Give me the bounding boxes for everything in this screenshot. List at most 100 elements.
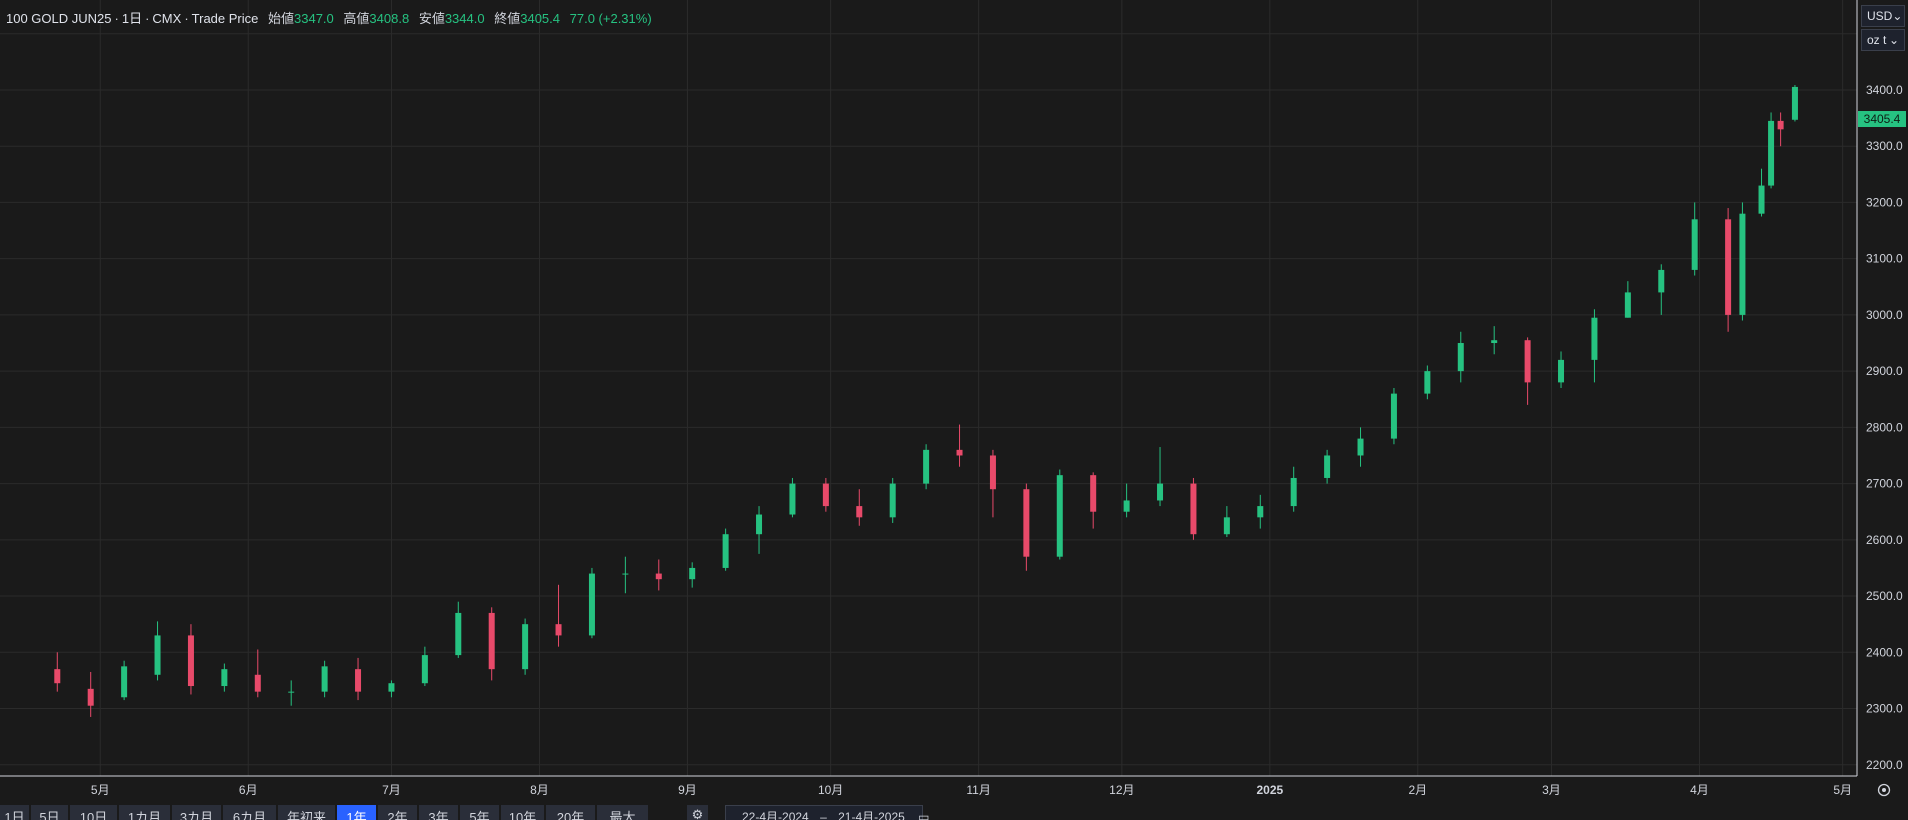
- range-button[interactable]: 5年: [460, 805, 500, 820]
- price-tick-label: 2900.0: [1866, 364, 1903, 378]
- range-button[interactable]: 1カ月: [119, 805, 171, 820]
- candle-body: [1624, 292, 1631, 318]
- settings-gear-icon[interactable]: [1877, 783, 1891, 797]
- candle-body: [1457, 343, 1464, 372]
- time-tick-label: 3月: [1542, 783, 1561, 797]
- calendar-icon: ▭: [918, 810, 930, 820]
- axes: [0, 0, 1858, 777]
- low-value: 3344.0: [444, 11, 485, 26]
- price-axis-labels: 2200.0 2300.0 2400.0 2500.0 2600.0 2700.0 2800…: [1866, 27, 1903, 772]
- range-button[interactable]: 年初来: [278, 805, 336, 820]
- candle-body: [1758, 185, 1765, 214]
- candle-body: [1739, 213, 1746, 315]
- range-button[interactable]: 5日: [31, 805, 69, 820]
- candle-body: [989, 455, 996, 490]
- candle-body: [221, 669, 228, 687]
- candle-body: [655, 573, 662, 580]
- chevron-down-icon: ⌄: [1892, 9, 1903, 23]
- gear-icon: ⚙: [691, 807, 704, 820]
- candle-body: [1524, 340, 1531, 383]
- date-to: 21-4月-2025: [838, 810, 905, 820]
- candle-body: [722, 534, 729, 568]
- settings-button[interactable]: ⚙: [687, 805, 709, 820]
- time-tick-label: 9月: [678, 783, 697, 797]
- candle-body: [1591, 317, 1598, 360]
- candle-body: [1768, 120, 1775, 186]
- exchange-label: CMX: [152, 11, 182, 26]
- candle-body: [822, 483, 829, 507]
- symbol-name: 100 GOLD JUN25: [6, 11, 112, 26]
- candle-body: [455, 612, 462, 656]
- date-range-field[interactable]: 22-4月-2024 – 21-4月-2025 ▭: [725, 805, 930, 820]
- gear-icon-ring[interactable]: [1877, 783, 1891, 797]
- time-tick-label: 10月: [818, 783, 843, 797]
- time-tick-label: 5月: [91, 783, 110, 797]
- time-tick-label: 8月: [530, 783, 549, 797]
- candle-body: [187, 635, 194, 687]
- price-tick-label: 3300.0: [1866, 139, 1903, 153]
- range-button[interactable]: 最大: [597, 805, 649, 820]
- candle-body: [154, 635, 161, 675]
- currency-value: USD: [1867, 9, 1893, 23]
- gear-icon-hub[interactable]: [1882, 788, 1886, 792]
- candle-body: [789, 483, 796, 515]
- range-button[interactable]: 10日: [70, 805, 118, 820]
- candle-body: [388, 683, 395, 692]
- date-separator: –: [820, 810, 827, 820]
- price-tick-label: 3200.0: [1866, 195, 1903, 209]
- candle-body: [1257, 506, 1264, 518]
- time-tick-label: 11月: [966, 783, 990, 797]
- candle-body: [1791, 86, 1798, 120]
- candle-body: [756, 514, 763, 535]
- high-label: 高値: [343, 11, 370, 26]
- candle-body: [1157, 483, 1164, 501]
- price-tick-label: 3000.0: [1866, 308, 1903, 322]
- candle-body: [421, 655, 428, 684]
- candle-body: [1491, 340, 1498, 344]
- time-tick-label: 5月: [1833, 783, 1852, 797]
- symbol-legend: 100 GOLD JUN25 · 1日 · CMX · Trade Price 始値3347…: [6, 11, 652, 26]
- candle-body: [522, 624, 529, 670]
- range-button[interactable]: 10年: [501, 805, 545, 820]
- candle-body: [1424, 371, 1431, 394]
- currency-select[interactable]: USD ⌄: [1861, 5, 1905, 27]
- price-type-label: Trade Price: [191, 11, 259, 26]
- range-button[interactable]: 1日: [0, 805, 30, 820]
- range-button[interactable]: 2年: [378, 805, 418, 820]
- open-label: 始値: [268, 11, 295, 26]
- price-tick-label: 2800.0: [1866, 420, 1903, 434]
- candles: [54, 85, 1798, 717]
- price-tick-label: 2500.0: [1866, 589, 1903, 603]
- candle-body: [1290, 477, 1297, 507]
- candle-body: [54, 669, 61, 684]
- date-from: 22-4月-2024: [742, 810, 809, 820]
- candle-body: [1056, 475, 1063, 557]
- candle-body: [956, 449, 963, 456]
- close-label: 終値: [494, 11, 521, 26]
- range-toolbar: 1日 5日 10日 1カ月 3カ月 6カ月 年初来 1年 2年 3年 5年 10年 20年 最大 ⚙ 22…: [0, 805, 1908, 820]
- range-button[interactable]: 6カ月: [223, 805, 277, 820]
- candle-body: [355, 669, 362, 692]
- price-tick-label: 2600.0: [1866, 533, 1903, 547]
- candle-body: [1725, 219, 1732, 315]
- range-button[interactable]: 1年: [337, 805, 377, 820]
- candle-body: [588, 573, 595, 636]
- candle-body: [288, 691, 295, 693]
- range-button[interactable]: 3カ月: [172, 805, 222, 820]
- candle-body: [1090, 475, 1097, 512]
- range-button[interactable]: 3年: [419, 805, 459, 820]
- candle-body: [1223, 517, 1230, 535]
- candle-body: [622, 573, 629, 575]
- low-label: 安値: [418, 11, 445, 26]
- unit-select[interactable]: oz t ⌄: [1861, 29, 1905, 51]
- price-tick-label: 3400.0: [1866, 83, 1903, 97]
- candle-body: [321, 666, 328, 692]
- candle-body: [1324, 455, 1331, 478]
- range-button[interactable]: 20年: [546, 805, 596, 820]
- time-axis-labels: 5月 6月 7月 8月 9月 10月 11月 12月 2025 2月 3月 4月 5月: [91, 783, 1852, 797]
- close-value: 3405.4: [520, 11, 560, 26]
- time-tick-label: 12月: [1109, 783, 1134, 797]
- candle-body: [488, 612, 495, 670]
- candle-body: [856, 506, 863, 518]
